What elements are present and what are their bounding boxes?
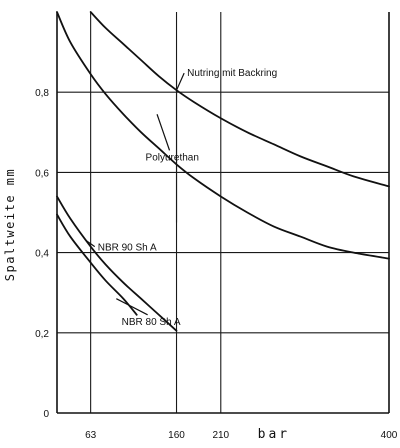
y-tick-label: 0,8 <box>35 88 49 99</box>
y-tick-label: 0,6 <box>35 168 49 179</box>
y-tick-label: 0 <box>43 409 49 420</box>
y-tick-label: 0,2 <box>35 329 49 340</box>
tick-layer: 0 0,2 0,4 0,6 0,8 63 160 210 400 <box>35 88 398 441</box>
annotation-leader <box>116 298 148 316</box>
series-line-1 <box>89 11 390 188</box>
axes-layer <box>56 12 390 414</box>
x-tick-label: 63 <box>85 430 97 441</box>
series-annotation: Nutring mit Backring <box>187 68 277 79</box>
annotation-leader <box>175 72 185 91</box>
series-line-2 <box>56 11 390 260</box>
x-tick-label: 210 <box>212 430 229 441</box>
y-axis-label: Spaltweite mm <box>3 168 17 281</box>
series-annotation: Polyurethan <box>146 152 199 163</box>
series-line-3 <box>56 195 178 332</box>
annotation-leader <box>156 114 171 151</box>
series-annotation: NBR 90 Sh A <box>98 243 157 254</box>
series-layer <box>56 11 390 332</box>
grid-layer <box>57 12 389 413</box>
annotation-layer: Nutring mit Backring Polyurethan NBR 90 Sh… <box>85 68 277 328</box>
y-tick-label: 0,4 <box>35 249 49 260</box>
series-line-4 <box>56 213 138 316</box>
x-axis-label: bar <box>258 427 290 442</box>
series-annotation: NBR 80 Sh A <box>122 317 181 328</box>
x-tick-label: 160 <box>168 430 185 441</box>
x-tick-label: 400 <box>381 430 398 441</box>
annotation-leader <box>85 240 96 248</box>
